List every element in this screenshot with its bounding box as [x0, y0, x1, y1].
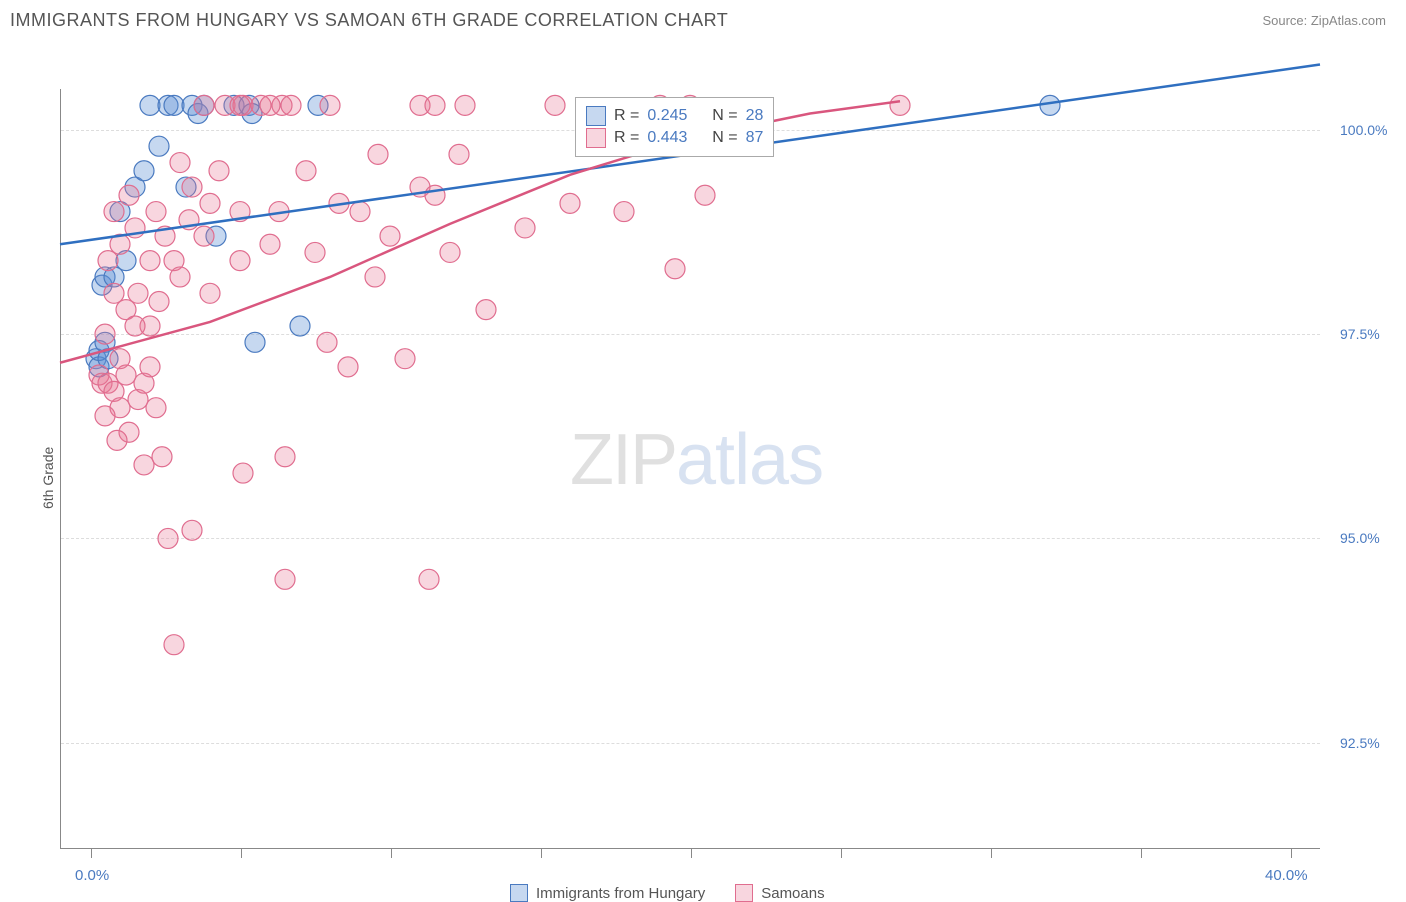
data-point [170, 267, 190, 287]
data-point [665, 259, 685, 279]
data-point [515, 218, 535, 238]
data-point [476, 300, 496, 320]
data-point [134, 455, 154, 475]
data-point [152, 447, 172, 467]
x-tick [91, 848, 92, 858]
data-point [425, 185, 445, 205]
data-point [209, 161, 229, 181]
source-link[interactable]: ZipAtlas.com [1311, 13, 1386, 28]
data-point [95, 324, 115, 344]
data-point [164, 95, 184, 115]
data-point [260, 234, 280, 254]
data-point [419, 569, 439, 589]
data-point [425, 95, 445, 115]
data-point [365, 267, 385, 287]
source-prefix: Source: [1262, 13, 1310, 28]
y-tick-label: 92.5% [1340, 735, 1406, 751]
x-tick [1291, 848, 1292, 858]
data-point [395, 349, 415, 369]
x-tick [241, 848, 242, 858]
data-point [290, 316, 310, 336]
data-point [194, 226, 214, 246]
y-tick-label: 97.5% [1340, 326, 1406, 342]
legend-item: Immigrants from Hungary [510, 884, 705, 902]
data-point [107, 430, 127, 450]
data-point [1040, 95, 1060, 115]
data-point [368, 144, 388, 164]
data-point [140, 95, 160, 115]
data-point [440, 242, 460, 262]
data-point [230, 251, 250, 271]
source-citation: Source: ZipAtlas.com [1262, 13, 1386, 28]
data-point [149, 136, 169, 156]
data-point [380, 226, 400, 246]
data-point [890, 95, 910, 115]
data-point [317, 332, 337, 352]
data-point [170, 153, 190, 173]
legend-swatch [510, 884, 528, 902]
y-axis-label: 6th Grade [40, 447, 56, 509]
data-point [149, 291, 169, 311]
data-point [545, 95, 565, 115]
correlation-legend: R = 0.245 N = 28R = 0.443 N = 87 [575, 97, 774, 157]
data-point [560, 193, 580, 213]
data-point [296, 161, 316, 181]
data-point [158, 528, 178, 548]
data-point [338, 357, 358, 377]
data-point [128, 283, 148, 303]
x-tick [541, 848, 542, 858]
data-point [200, 193, 220, 213]
data-point [449, 144, 469, 164]
chart-title: IMMIGRANTS FROM HUNGARY VS SAMOAN 6TH GR… [10, 10, 728, 31]
x-tick [1141, 848, 1142, 858]
data-point [614, 202, 634, 222]
legend-label: Immigrants from Hungary [536, 885, 705, 902]
data-point [281, 95, 301, 115]
data-point [146, 398, 166, 418]
chart-header: IMMIGRANTS FROM HUNGARY VS SAMOAN 6TH GR… [0, 0, 1406, 39]
data-point [182, 520, 202, 540]
data-point [275, 447, 295, 467]
data-point [95, 406, 115, 426]
legend-swatch [735, 884, 753, 902]
data-point [233, 463, 253, 483]
data-point [260, 95, 280, 115]
legend-swatch [586, 106, 606, 126]
data-point [134, 161, 154, 181]
data-point [200, 283, 220, 303]
data-point [110, 349, 130, 369]
data-point [230, 95, 250, 115]
x-tick [991, 848, 992, 858]
data-point [305, 242, 325, 262]
x-tick [691, 848, 692, 858]
legend-label: Samoans [761, 885, 824, 902]
data-point [140, 251, 160, 271]
data-point [164, 635, 184, 655]
x-tick [391, 848, 392, 858]
data-point [695, 185, 715, 205]
legend-swatch [586, 128, 606, 148]
legend-item: Samoans [735, 884, 824, 902]
series-legend: Immigrants from Hungary Samoans [510, 884, 825, 902]
data-point [125, 316, 145, 336]
data-point [275, 569, 295, 589]
x-min-label: 0.0% [75, 867, 109, 884]
data-point [350, 202, 370, 222]
data-point [194, 95, 214, 115]
data-point [245, 332, 265, 352]
legend-row: R = 0.443 N = 87 [586, 128, 763, 148]
data-point [182, 177, 202, 197]
y-tick-label: 95.0% [1340, 530, 1406, 546]
data-point [119, 185, 139, 205]
legend-row: R = 0.245 N = 28 [586, 106, 763, 126]
data-point [146, 202, 166, 222]
data-point [320, 95, 340, 115]
data-point [140, 357, 160, 377]
x-tick [841, 848, 842, 858]
chart-svg [60, 89, 1320, 849]
data-point [455, 95, 475, 115]
y-tick-label: 100.0% [1340, 122, 1406, 138]
data-point [104, 202, 124, 222]
x-max-label: 40.0% [1265, 867, 1308, 884]
